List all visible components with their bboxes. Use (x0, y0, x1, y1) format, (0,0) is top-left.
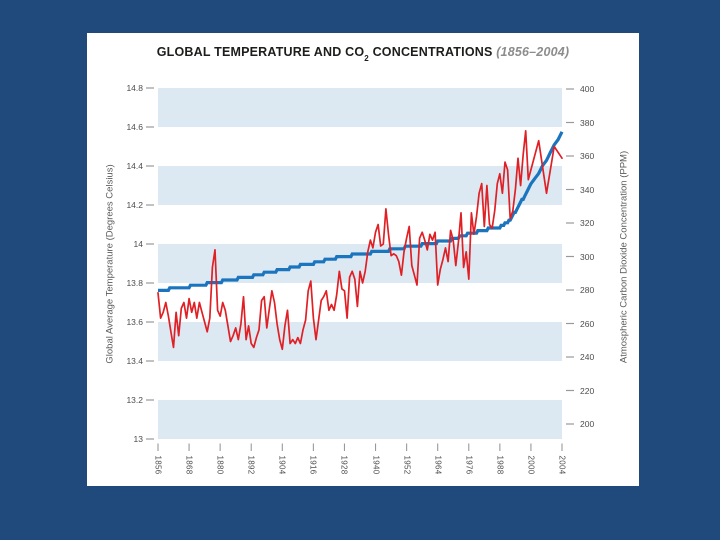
plot-band (158, 166, 562, 205)
right-axis-tick-label: 260 (580, 318, 595, 329)
x-axis-tick-label: 1952 (402, 455, 412, 475)
chart-title-period: (1856–2004) (492, 45, 570, 59)
right-axis-tick-label: 300 (580, 251, 595, 262)
x-axis-tick-label: 1892 (246, 455, 256, 475)
x-axis-tick-label: 1976 (464, 455, 474, 475)
left-axis-tick-label: 14.4 (126, 161, 143, 171)
plot-band (158, 322, 562, 361)
x-axis-tick-label: 1868 (184, 455, 194, 475)
right-axis-tick-label: 220 (580, 385, 595, 396)
x-axis-tick-label: 1964 (433, 455, 443, 475)
right-axis-tick-label: 340 (580, 184, 595, 195)
x-axis-tick-label: 1904 (277, 455, 287, 475)
x-axis-tick-label: 1988 (495, 455, 505, 475)
right-axis-tick-label: 320 (580, 218, 595, 228)
left-axis-tick-label: 13.8 (126, 278, 143, 288)
x-axis-tick-label: 1856 (153, 455, 163, 475)
x-axis-tick-label: 1880 (215, 455, 225, 475)
temperature-line (157, 130, 563, 351)
right-axis-tick-label: 240 (580, 352, 595, 362)
plot-area (146, 87, 574, 451)
right-axis-tick-label: 200 (580, 419, 595, 429)
right-axis-tick-label: 280 (580, 285, 595, 295)
left-axis-tick-label: 14.6 (126, 122, 143, 132)
right-axis-tick-label: 400 (580, 84, 595, 94)
left-axis-tick-label: 13.2 (126, 395, 143, 405)
chart-title: GLOBAL TEMPERATURE AND CO2 CONCENTRATION… (87, 45, 639, 63)
x-axis-tick-label: 2000 (526, 455, 536, 475)
x-axis-tick-label: 1928 (339, 455, 349, 475)
left-axis-tick-label: 14.2 (126, 200, 143, 210)
right-axis-tick-label: 380 (580, 117, 595, 128)
left-axis-tick-label: 13.4 (126, 356, 143, 366)
co2-subscript: 2 (364, 53, 369, 63)
left-axis-tick-label: 13 (133, 434, 143, 444)
x-axis-tick-label: 1940 (371, 455, 381, 475)
x-axis-tick-label: 2004 (557, 455, 567, 475)
x-axis-tick-label: 1916 (308, 455, 318, 475)
left-axis-tick-label: 14 (133, 239, 143, 249)
left-axis-tick-label: 14.8 (126, 83, 143, 93)
right-axis-tick-label: 360 (580, 151, 595, 161)
left-axis-tick-label: 13.6 (126, 317, 143, 327)
plot-band (158, 400, 562, 439)
chart-title-main: GLOBAL TEMPERATURE AND CO (156, 45, 365, 59)
co2-line (158, 131, 564, 292)
chart-panel: GLOBAL TEMPERATURE AND CO2 CONCENTRATION… (87, 33, 639, 486)
plot-band (158, 88, 562, 127)
chart-title-main-2: CONCENTRATIONS (368, 45, 493, 59)
